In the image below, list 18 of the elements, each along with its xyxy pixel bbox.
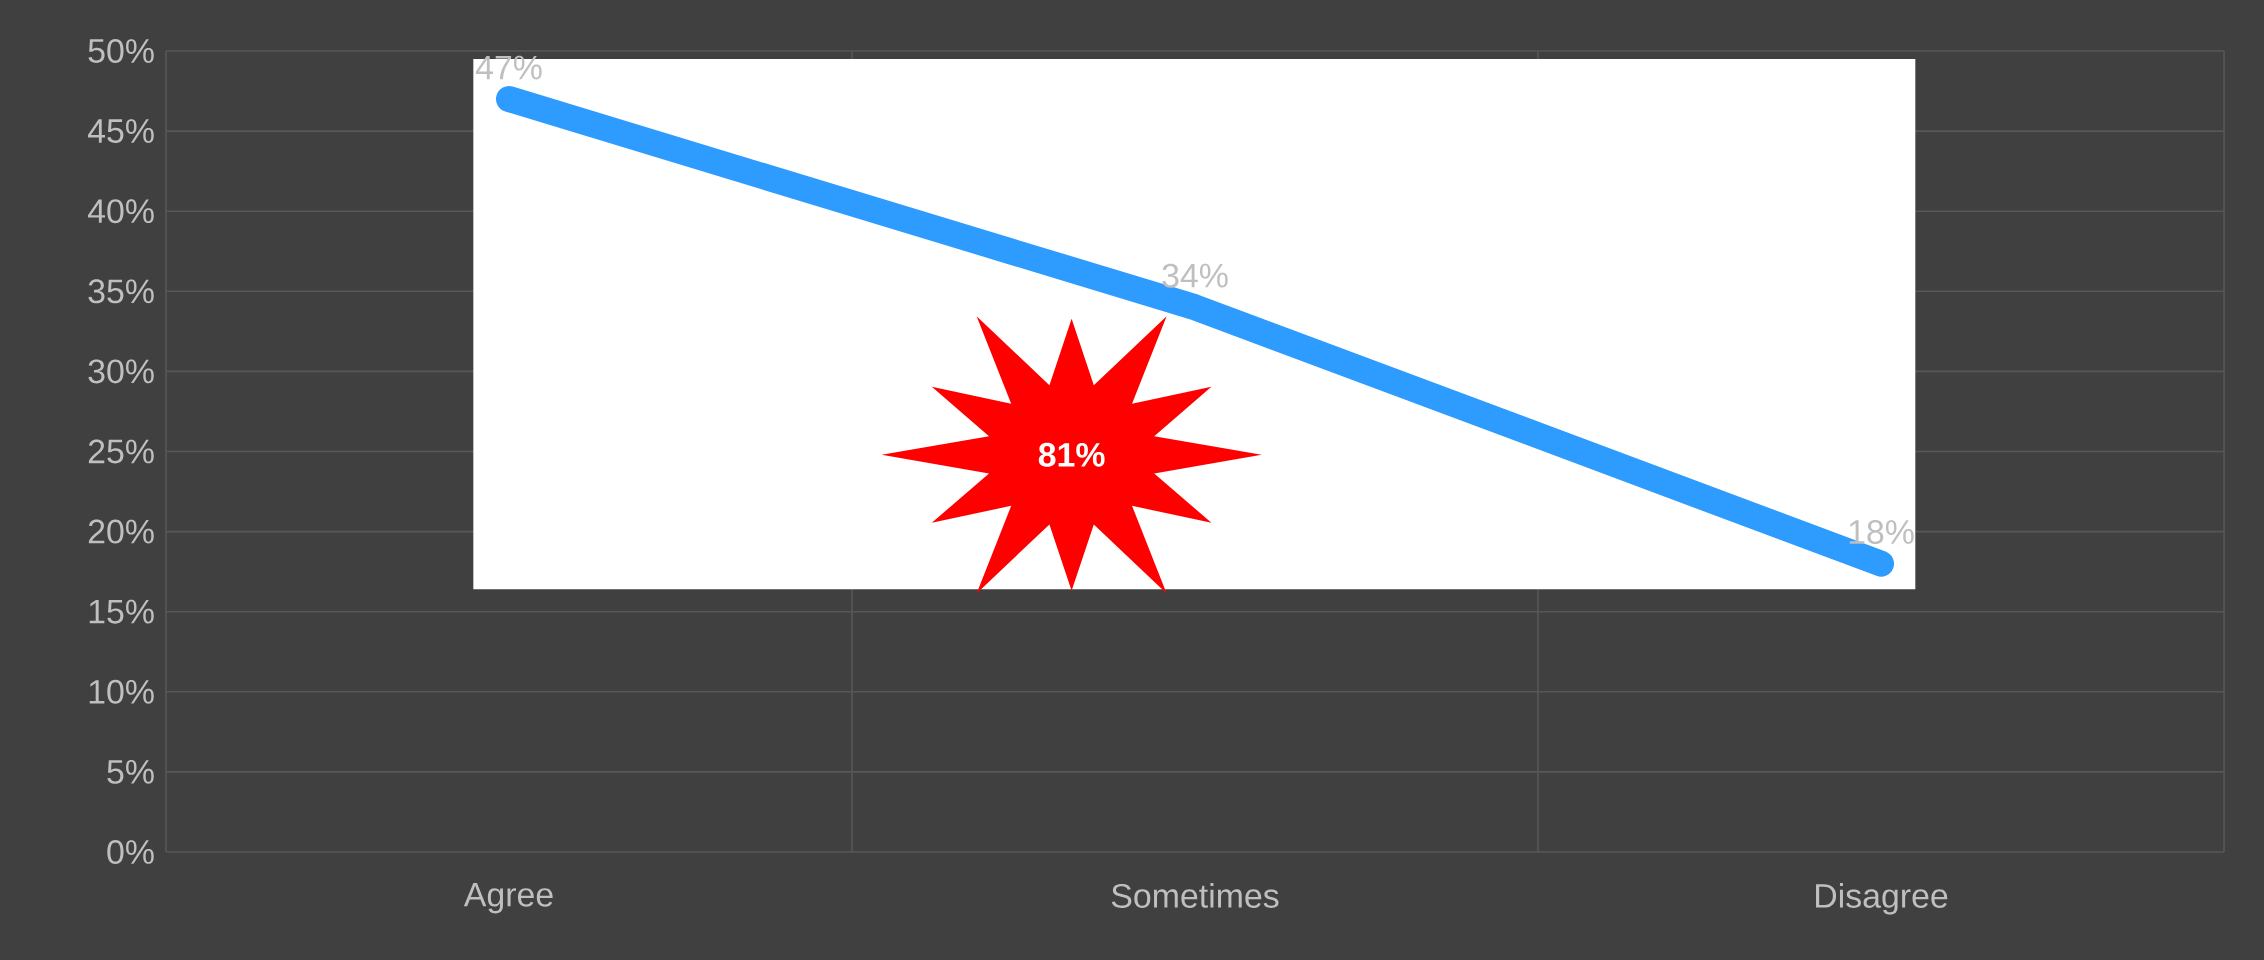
y-tick-label: 40%: [87, 199, 154, 224]
data-label: 18%: [1849, 520, 1914, 545]
y-tick-label: 15%: [89, 599, 154, 624]
y-tick-label: 10%: [89, 679, 154, 704]
x-tick-label: Disagree: [1816, 883, 1948, 915]
y-tick-label: 20%: [88, 519, 154, 544]
data-label: 47%: [475, 55, 542, 80]
y-tick-label: 35%: [88, 279, 154, 304]
y-tick-label: 25%: [88, 439, 154, 464]
y-tick-label: 5%: [107, 759, 154, 784]
x-tick-label: Sometimes: [1111, 883, 1279, 908]
y-tick-label: 50%: [88, 39, 154, 63]
annotation: 81%: [1038, 442, 1105, 467]
x-tick-label: Agree: [463, 883, 553, 914]
y-tick-label: 45%: [87, 119, 154, 144]
data-label: 34%: [1162, 263, 1228, 288]
y-tick-label: 30%: [88, 359, 154, 384]
y-tick-label: 0%: [107, 840, 154, 864]
